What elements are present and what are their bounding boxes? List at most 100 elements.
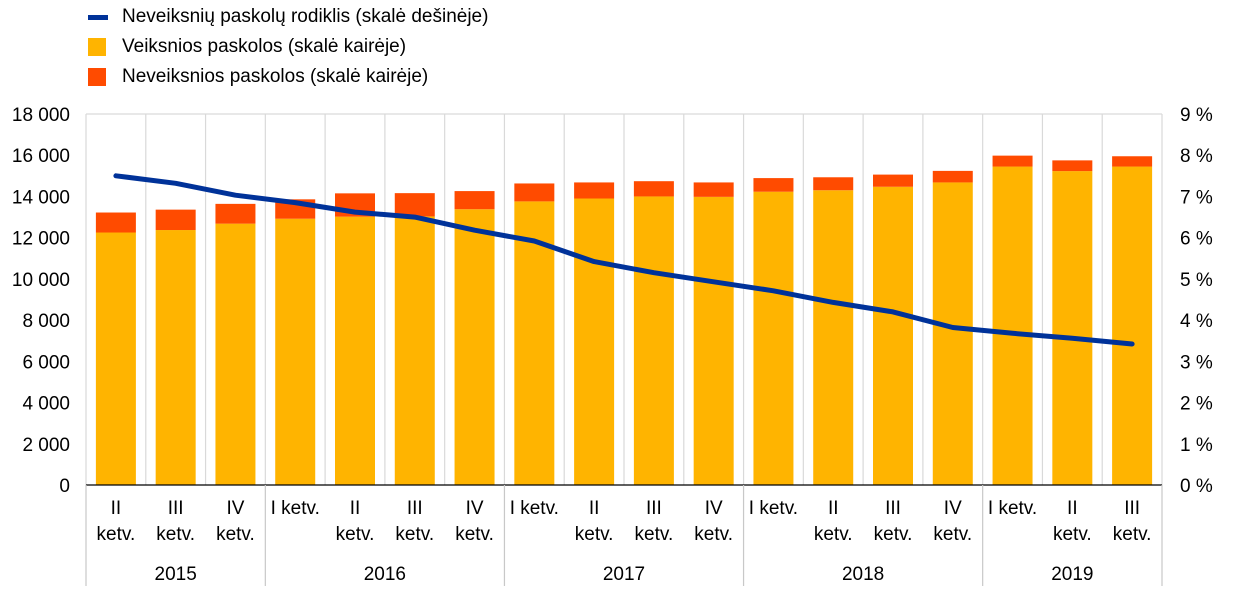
y-tick-label-left: 8 000 [22,311,70,332]
x-tick-label: ketv. [455,524,494,545]
legend-item-ratio: Neveiksnių paskolų rodiklis (skalė dešin… [88,2,488,32]
x-tick-label: I ketv. [749,498,798,519]
y-tick-label-left: 12 000 [12,229,70,250]
bar-performing [394,216,435,485]
bar-nonperforming [992,155,1033,167]
bar-nonperforming [753,178,794,192]
x-tick-label: IV [705,498,723,519]
legend-swatch-nonperforming [88,68,106,86]
bar-performing [873,186,913,486]
y-tick-label-right: 1 % [1180,435,1213,456]
y-tick-label-left: 10 000 [12,270,70,291]
bar-performing [514,201,555,485]
legend-label-nonperforming: Neveiksnios paskolos (skalė kairėje) [122,66,429,87]
x-tick-label: II [350,498,361,519]
x-tick-label: ketv. [216,524,255,545]
y-tick-label-right: 3 % [1180,352,1213,373]
bar-performing [454,209,495,485]
year-label: 2017 [603,564,645,585]
bar-performing [932,182,973,485]
bar-nonperforming [394,193,435,217]
bar-nonperforming [693,182,734,197]
ratio-line [113,173,1135,347]
bar-performing [155,230,196,485]
bar-performing [574,198,615,485]
x-tick-label: ketv. [336,524,375,545]
x-tick-label: III [168,498,184,519]
bar-nonperforming [873,174,913,187]
year-label: 2019 [1051,564,1093,585]
legend-label-ratio: Neveiksnių paskolų rodiklis (skalė dešin… [122,6,489,27]
bar-performing [1052,171,1093,485]
year-label: 2018 [842,564,884,585]
bar-performing [693,196,734,485]
y-tick-label-right: 4 % [1180,311,1213,332]
bar-nonperforming [454,191,495,210]
bar-nonperforming [813,177,854,191]
y-tick-label-left: 0 [59,476,70,497]
x-tick-label: III [407,498,423,519]
bar-performing [1112,166,1153,485]
y-tick-label-right: 5 % [1180,270,1213,291]
y-tick-label-right: 0 % [1180,476,1213,497]
bar-nonperforming [155,209,196,231]
y-tick-label-left: 4 000 [22,394,70,415]
bar-nonperforming [95,212,136,233]
bar-performing [992,166,1033,485]
x-tick-label: ketv. [395,524,434,545]
bar-nonperforming [215,203,256,224]
x-tick-label: I ketv. [271,498,320,519]
x-tick-label: ketv. [814,524,853,545]
x-tick-label: ketv. [933,524,972,545]
x-tick-label: IV [226,498,244,519]
x-tick-label: III [646,498,662,519]
legend-swatch-ratio [88,14,108,20]
y-tick-label-left: 16 000 [12,146,70,167]
x-tick-label: ketv. [694,524,733,545]
bar-performing [335,216,375,486]
x-tick-label: ketv. [874,524,913,545]
bar-nonperforming [514,183,555,202]
x-tick-label: IV [466,498,484,519]
bar-nonperforming [574,182,615,199]
bar-nonperforming [633,181,674,197]
y-tick-label-right: 7 % [1180,187,1213,208]
y-tick-label-right: 8 % [1180,146,1213,167]
year-label: 2015 [155,564,197,585]
bar-performing [753,191,794,485]
year-label: 2016 [364,564,406,585]
legend-item-performing: Veiksnios paskolos (skalė kairėje) [88,32,488,62]
y-tick-label-left: 2 000 [22,435,70,456]
y-tick-label-right: 2 % [1180,394,1213,415]
x-tick-label: ketv. [97,524,136,545]
legend-swatch-performing [88,38,106,56]
chart-legend: Neveiksnių paskolų rodiklis (skalė dešin… [88,2,488,92]
y-tick-label-left: 18 000 [12,105,70,126]
x-tick-label: II [828,498,839,519]
y-tick-label-right: 9 % [1180,105,1213,126]
bar-nonperforming [1052,160,1093,172]
x-tick-label: ketv. [1053,524,1092,545]
x-tick-label: ketv. [635,524,674,545]
legend-label-performing: Veiksnios paskolos (skalė kairėje) [122,36,407,57]
x-tick-label: II [1067,498,1078,519]
x-tick-label: IV [944,498,962,519]
x-tick-label: III [1124,498,1140,519]
legend-item-nonperforming: Neveiksnios paskolos (skalė kairėje) [88,62,488,92]
y-tick-label-left: 14 000 [12,187,70,208]
bar-performing [275,218,316,485]
x-tick-label: II [111,498,122,519]
bar-performing [95,232,136,485]
bar-performing [813,190,854,485]
x-tick-label: III [885,498,901,519]
y-tick-label-right: 6 % [1180,229,1213,250]
x-tick-label: ketv. [1113,524,1152,545]
bar-performing [215,223,256,485]
x-tick-label: ketv. [156,524,195,545]
bar-nonperforming [932,170,973,183]
x-tick-label: ketv. [575,524,614,545]
bar-nonperforming [1112,156,1153,167]
x-tick-label: II [589,498,600,519]
y-tick-label-left: 6 000 [22,352,70,373]
